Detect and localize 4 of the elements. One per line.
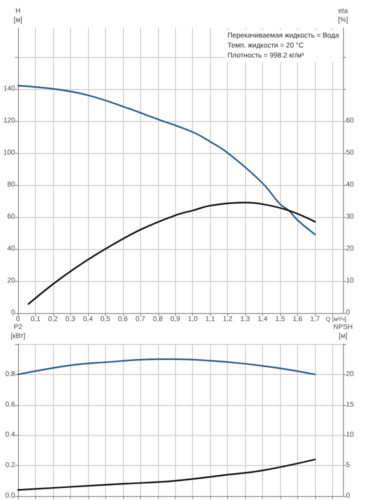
line-series bbox=[17, 358, 316, 376]
line-series bbox=[28, 202, 316, 305]
line-series bbox=[17, 84, 316, 236]
line-series bbox=[17, 458, 316, 491]
